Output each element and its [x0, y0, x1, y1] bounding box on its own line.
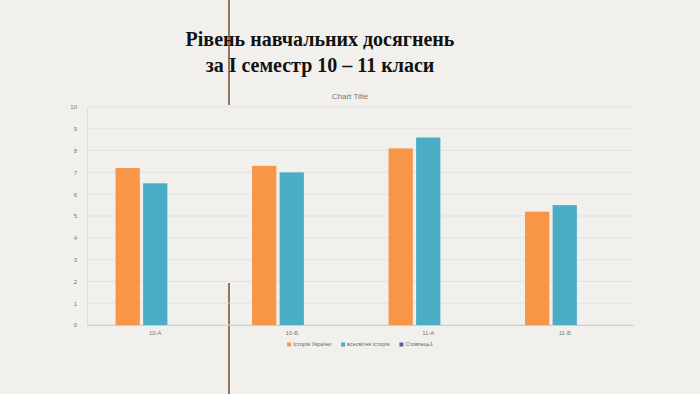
- tick: 2: [74, 279, 87, 285]
- slide-title: Рівень навчальних досягнень: [186, 28, 455, 50]
- tick: 8: [74, 148, 87, 154]
- tick-label: 11-Б: [559, 330, 571, 336]
- grid-line: [87, 194, 633, 195]
- tick: 1: [74, 301, 87, 307]
- grid-line: [87, 150, 633, 151]
- legend-label: Стовпець1: [405, 341, 433, 347]
- tick-label: 9: [74, 126, 78, 132]
- bar: [116, 168, 140, 325]
- bar: [525, 212, 549, 325]
- tick: 4: [74, 235, 87, 241]
- tick-label: 8: [74, 148, 78, 154]
- legend-swatch: [341, 343, 345, 347]
- y-axis: 0 1 2 3 4 5 6 7 8 9 10: [70, 104, 87, 328]
- bars: [116, 138, 577, 325]
- tick: 11-Б: [559, 325, 571, 336]
- tick-label: 10-А: [149, 330, 162, 336]
- grid-line: [87, 259, 633, 260]
- legend-label: всесвітня історія: [347, 341, 389, 347]
- bar: [280, 172, 304, 325]
- grid-line: [87, 172, 633, 173]
- tick-label: 3: [74, 257, 78, 263]
- legend-swatch: [399, 343, 403, 347]
- tick: 10-А: [149, 325, 162, 336]
- grid-line: [87, 325, 633, 326]
- legend-item: всесвітня історія: [341, 341, 389, 347]
- x-axis: 10-А 10-Б 11-А 11-Б: [88, 325, 634, 336]
- tick: 10: [70, 104, 87, 110]
- tick-label: 10: [70, 104, 77, 110]
- tick: 3: [74, 257, 87, 263]
- grid-line: [87, 237, 633, 238]
- tick: 10-Б: [285, 325, 298, 336]
- tick-label: 11-А: [422, 330, 434, 336]
- grid-line: [87, 303, 633, 304]
- tick: 0: [74, 322, 87, 328]
- tick-label: 2: [74, 279, 78, 285]
- legend-label: Історія України: [293, 341, 331, 347]
- tick-label: 4: [74, 235, 78, 241]
- legend-swatch: [287, 343, 291, 347]
- legend-item: Історія України: [287, 341, 331, 347]
- tick-label: 5: [74, 213, 78, 219]
- bar: [252, 166, 276, 325]
- decor-line: [228, 283, 230, 394]
- grid-line: [87, 216, 633, 217]
- grid-line: [87, 281, 633, 282]
- grid-line: [87, 107, 633, 108]
- slide: Рівень навчальних досягнень за І семестр …: [0, 0, 700, 394]
- legend-item: Стовпець1: [399, 341, 433, 347]
- tick: 6: [74, 192, 87, 198]
- tick: 11-А: [422, 325, 434, 336]
- chart-title: Chart Title: [332, 92, 369, 101]
- tick-label: 0: [74, 322, 78, 328]
- background: [0, 0, 700, 394]
- bar: [416, 138, 440, 325]
- tick-label: 10-Б: [285, 330, 298, 336]
- tick: 5: [74, 213, 87, 219]
- bar: [389, 148, 413, 325]
- tick-label: 7: [74, 170, 78, 176]
- grid-line: [87, 128, 633, 129]
- grid: [87, 107, 633, 325]
- tick-label: 6: [74, 192, 78, 198]
- tick-label: 1: [74, 301, 78, 307]
- decor-line: [228, 0, 230, 105]
- slide-title: за І семестр 10 – 11 класи: [206, 54, 435, 77]
- legend: Історія України всесвітня історія Стовпець…: [287, 341, 433, 347]
- axis-line: [87, 108, 88, 326]
- bar: [143, 183, 167, 325]
- bar: [553, 205, 577, 325]
- axis-line: [88, 325, 634, 326]
- tick: 7: [74, 170, 87, 176]
- tick: 9: [74, 126, 87, 132]
